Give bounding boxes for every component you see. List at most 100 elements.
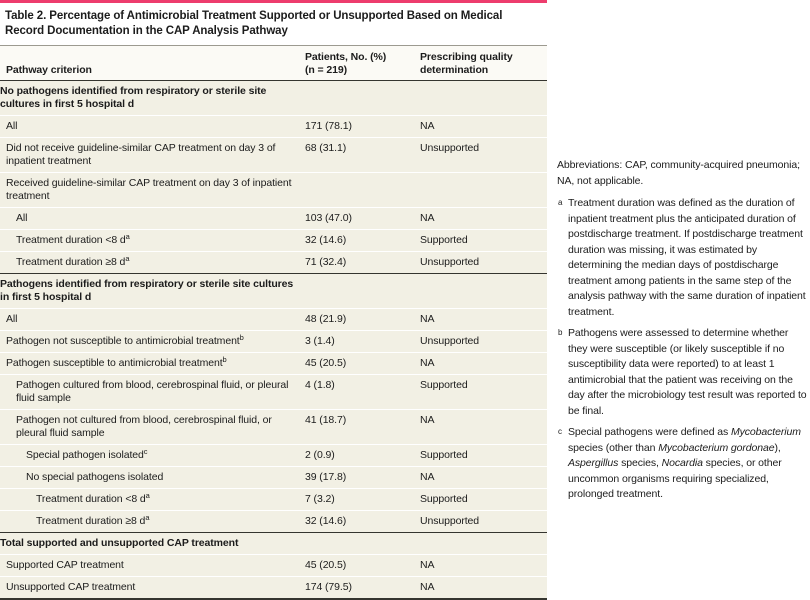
footnote-marker: b bbox=[239, 333, 244, 342]
abbreviations-note: Abbreviations: CAP, community-acquired p… bbox=[557, 159, 800, 187]
table-section: Pathogens identified from respiratory or… bbox=[0, 273, 547, 532]
section-header-row: No pathogens identified from respiratory… bbox=[0, 81, 547, 115]
footnote-c: c Special pathogens were defined as Mycob… bbox=[557, 425, 809, 503]
table-header-row: Pathway criterion Patients, No. (%) (n =… bbox=[0, 45, 547, 81]
column-header-pathway-criterion: Pathway criterion bbox=[6, 63, 92, 76]
patients-cell: 32 (14.6) bbox=[305, 515, 347, 527]
determination-cell: Unsupported bbox=[420, 256, 480, 268]
patients-cell: 103 (47.0) bbox=[305, 212, 352, 224]
patients-cell: 2 (0.9) bbox=[305, 449, 335, 461]
section-header-label: Pathogens identified from respiratory or… bbox=[0, 278, 294, 303]
criterion-cell: Pathogen cultured from blood, cerebrospi… bbox=[16, 379, 289, 404]
footnote-marker: b bbox=[222, 355, 227, 364]
table-row: Pathogen not susceptible to antimicrobia… bbox=[0, 330, 547, 352]
table-row: Unsupported CAP treatment 174 (79.5) NA bbox=[0, 576, 547, 598]
footnote-marker: a bbox=[558, 198, 563, 207]
table-row: All 171 (78.1) NA bbox=[0, 115, 547, 137]
table-section: No pathogens identified from respiratory… bbox=[0, 81, 547, 273]
table-row: All 103 (47.0) NA bbox=[0, 207, 547, 229]
footnote-list: a Treatment duration was defined as the d… bbox=[557, 196, 809, 503]
section-header-row: Total supported and unsupported CAP trea… bbox=[0, 533, 547, 554]
criterion-cell: Treatment duration ≥8 da bbox=[36, 513, 150, 527]
criterion-cell: Treatment duration <8 da bbox=[16, 232, 130, 246]
determination-cell: NA bbox=[420, 120, 435, 132]
criterion-cell: Special pathogen isolatedc bbox=[26, 447, 148, 461]
criterion-cell: Pathogen not cultured from blood, cerebr… bbox=[16, 414, 272, 439]
criterion-cell: No special pathogens isolated bbox=[26, 471, 164, 483]
patients-cell: 39 (17.8) bbox=[305, 471, 347, 483]
organism-name: Aspergillus bbox=[568, 457, 619, 469]
determination-cell: Supported bbox=[420, 234, 468, 246]
criterion-cell: Unsupported CAP treatment bbox=[6, 581, 136, 593]
table-row: No special pathogens isolated 39 (17.8) NA bbox=[0, 466, 547, 488]
table-row: Treatment duration ≥8 da 71 (32.4) Unsuppo… bbox=[0, 251, 547, 273]
table-row: All 48 (21.9) NA bbox=[0, 308, 547, 330]
footnote-marker: c bbox=[143, 447, 148, 456]
table2-card: Table 2. Percentage of Antimicrobial Tre… bbox=[0, 0, 547, 600]
criterion-cell: All bbox=[6, 313, 18, 325]
footnote-text: Pathogens were assessed to determine whe… bbox=[568, 327, 807, 417]
criterion-cell: All bbox=[16, 212, 28, 224]
table-row: Supported CAP treatment 45 (20.5) NA bbox=[0, 554, 547, 576]
determination-cell: NA bbox=[420, 414, 435, 426]
table-row: Pathogen susceptible to antimicrobial tr… bbox=[0, 352, 547, 374]
determination-cell: Supported bbox=[420, 493, 468, 505]
section-header-label: Total supported and unsupported CAP trea… bbox=[0, 537, 239, 549]
footnote-marker: b bbox=[558, 328, 563, 337]
patients-cell: 45 (20.5) bbox=[305, 357, 347, 369]
determination-cell: Unsupported bbox=[420, 142, 480, 154]
criterion-cell: Pathogen susceptible to antimicrobial tr… bbox=[6, 355, 227, 369]
criterion-cell: Did not receive guideline-similar CAP tr… bbox=[6, 142, 276, 167]
patients-cell: 7 (3.2) bbox=[305, 493, 335, 505]
table-row: Received guideline-similar CAP treatment… bbox=[0, 172, 547, 207]
footnote-marker: a bbox=[125, 254, 130, 263]
footnote-marker: a bbox=[145, 491, 150, 500]
patients-cell: 48 (21.9) bbox=[305, 313, 347, 325]
table-row: Treatment duration <8 da 7 (3.2) Supported bbox=[0, 488, 547, 510]
footnote-text: Special pathogens were defined as bbox=[568, 426, 731, 438]
organism-name: Nocardia bbox=[661, 457, 703, 469]
table-row: Treatment duration ≥8 da 32 (14.6) Unsuppo… bbox=[0, 510, 547, 532]
determination-cell bbox=[420, 173, 547, 181]
section-header-row: Pathogens identified from respiratory or… bbox=[0, 274, 547, 308]
determination-cell: NA bbox=[420, 471, 435, 483]
column-header-determination: Prescribing quality determination bbox=[420, 51, 513, 76]
criterion-cell: Received guideline-similar CAP treatment… bbox=[6, 177, 292, 202]
table-title: Table 2. Percentage of Antimicrobial Tre… bbox=[0, 3, 547, 45]
table-body: No pathogens identified from respiratory… bbox=[0, 81, 547, 600]
patients-cell: 3 (1.4) bbox=[305, 335, 335, 347]
footnote-text: Treatment duration was defined as the du… bbox=[568, 197, 806, 318]
patients-cell: 174 (79.5) bbox=[305, 581, 352, 593]
section-header-label: No pathogens identified from respiratory… bbox=[0, 85, 267, 110]
footnotes: Abbreviations: CAP, community-acquired p… bbox=[557, 158, 809, 503]
patients-cell: 41 (18.7) bbox=[305, 414, 347, 426]
patients-cell: 171 (78.1) bbox=[305, 120, 352, 132]
patients-cell: 4 (1.8) bbox=[305, 379, 335, 391]
criterion-cell: Treatment duration <8 da bbox=[36, 491, 150, 505]
patients-cell: 32 (14.6) bbox=[305, 234, 347, 246]
footnote-text: species, or other uncommon organisms req… bbox=[568, 457, 782, 500]
column-header-patients: Patients, No. (%) (n = 219) bbox=[305, 51, 387, 76]
criterion-cell: Pathogen not susceptible to antimicrobia… bbox=[6, 333, 244, 347]
patients-cell: 45 (20.5) bbox=[305, 559, 347, 571]
table-row: Treatment duration <8 da 32 (14.6) Support… bbox=[0, 229, 547, 251]
patients-cell: 68 (31.1) bbox=[305, 142, 347, 154]
determination-cell: NA bbox=[420, 313, 435, 325]
criterion-cell: All bbox=[6, 120, 18, 132]
accent-top-rule bbox=[0, 0, 547, 3]
footnote-marker: c bbox=[558, 427, 562, 436]
determination-cell: Supported bbox=[420, 379, 468, 391]
footnote-a: a Treatment duration was defined as the d… bbox=[557, 196, 809, 320]
organism-name: Mycobacterium bbox=[730, 426, 801, 438]
table-row: Pathogen not cultured from blood, cerebr… bbox=[0, 409, 547, 444]
determination-cell: Unsupported bbox=[420, 335, 480, 347]
patients-cell: 71 (32.4) bbox=[305, 256, 347, 268]
criterion-cell: Treatment duration ≥8 da bbox=[16, 254, 130, 268]
footnote-marker: a bbox=[125, 232, 130, 241]
organism-name: Mycobacterium gordonae bbox=[658, 441, 775, 454]
table-row: Pathogen cultured from blood, cerebrospi… bbox=[0, 374, 547, 409]
determination-cell: NA bbox=[420, 212, 435, 224]
determination-cell: Unsupported bbox=[420, 515, 480, 527]
determination-cell: Supported bbox=[420, 449, 468, 461]
footnote-marker: a bbox=[145, 513, 150, 522]
